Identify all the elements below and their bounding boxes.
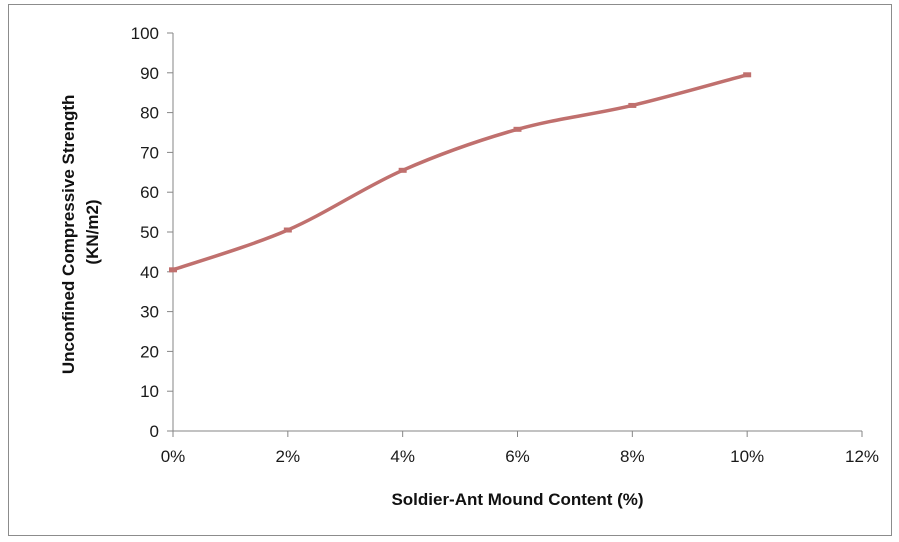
x-tick-label: 4% <box>390 447 415 466</box>
axes <box>172 33 862 432</box>
y-tick-label: 70 <box>140 143 159 162</box>
x-tick-label: 6% <box>505 447 530 466</box>
y-tick-label: 100 <box>131 24 159 43</box>
y-tick-label: 60 <box>140 183 159 202</box>
y-ticks: 0 10 20 30 40 50 60 70 80 90 100 <box>131 24 173 441</box>
data-point <box>743 72 752 78</box>
data-point <box>398 167 407 173</box>
y-axis-title-line-1: Unconfined Compressive Strength <box>59 95 78 375</box>
x-tick-label: 10% <box>730 447 764 466</box>
x-axis-title: Soldier-Ant Mound Content (%) <box>391 490 643 509</box>
y-tick-label: 50 <box>140 223 159 242</box>
plot-series <box>169 72 752 273</box>
data-point <box>283 227 292 233</box>
data-point <box>628 102 637 108</box>
x-tick-label: 0% <box>161 447 186 466</box>
y-axis-title: Unconfined Compressive Strength (KN/m2) <box>59 90 102 374</box>
x-tick-label: 2% <box>276 447 301 466</box>
chart-area: 0 10 20 30 40 50 60 70 80 90 100 0% 2% 4% 6% 8% 10% 12% … <box>8 4 892 536</box>
y-tick-label: 10 <box>140 382 159 401</box>
x-tick-label: 8% <box>620 447 645 466</box>
x-tick-label: 12% <box>845 447 879 466</box>
y-tick-label: 0 <box>150 422 159 441</box>
y-axis-title-line-2: (KN/m2) <box>83 199 102 264</box>
y-tick-label: 40 <box>140 263 159 282</box>
y-tick-label: 90 <box>140 64 159 83</box>
data-point <box>169 267 177 273</box>
series-line <box>171 73 749 272</box>
y-tick-label: 30 <box>140 303 159 322</box>
data-point <box>513 126 522 132</box>
y-tick-label: 80 <box>140 104 159 123</box>
x-ticks: 0% 2% 4% 6% 8% 10% 12% <box>161 431 879 466</box>
y-tick-label: 20 <box>140 342 159 361</box>
